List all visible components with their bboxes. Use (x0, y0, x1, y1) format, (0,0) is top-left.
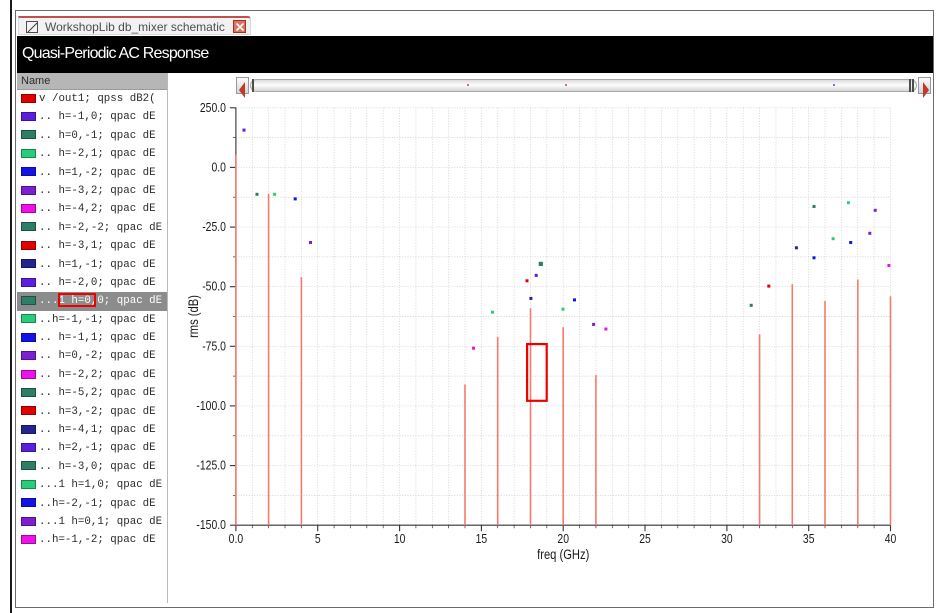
svg-text:-75.0: -75.0 (202, 339, 226, 353)
svg-text:250.0: 250.0 (200, 101, 226, 115)
svg-text:0.0: 0.0 (229, 532, 244, 546)
svg-text:rms (dB): rms (dB) (186, 295, 201, 338)
svg-text:35: 35 (803, 532, 815, 546)
svg-text:0.0: 0.0 (211, 160, 226, 174)
svg-text:10: 10 (394, 532, 406, 546)
svg-text:-50.0: -50.0 (202, 280, 226, 294)
svg-text:15: 15 (476, 532, 488, 546)
svg-text:freq (GHz): freq (GHz) (537, 547, 589, 562)
svg-text:25: 25 (639, 532, 651, 546)
svg-text:30: 30 (721, 532, 733, 546)
svg-text:-125.0: -125.0 (196, 459, 226, 473)
svg-text:20: 20 (557, 532, 569, 546)
svg-text:40: 40 (885, 532, 897, 546)
svg-text:-100.0: -100.0 (196, 399, 226, 413)
svg-text:5: 5 (315, 532, 321, 546)
svg-text:-150.0: -150.0 (196, 518, 226, 532)
svg-text:-25.0: -25.0 (202, 220, 226, 234)
